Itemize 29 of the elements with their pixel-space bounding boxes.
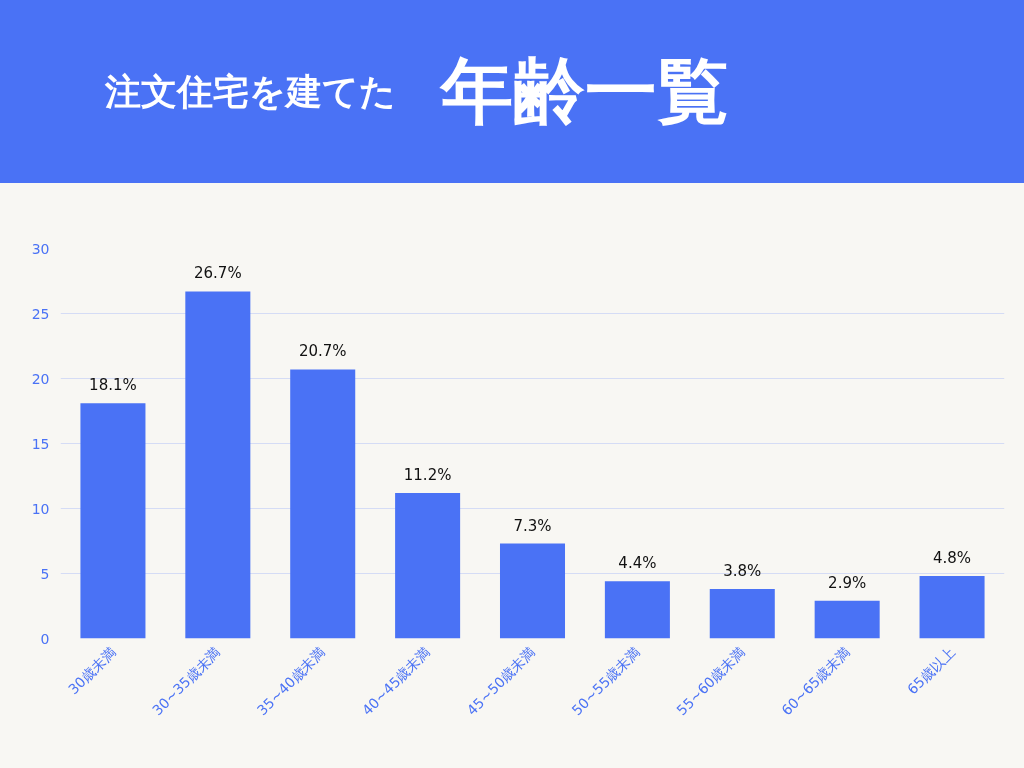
y-tick-label: 20 <box>31 370 50 387</box>
data-label: 3.8% <box>723 562 762 581</box>
x-tick-label: 65歳以上 <box>904 643 958 698</box>
bar <box>919 576 985 639</box>
y-tick-label: 25 <box>31 305 50 322</box>
data-label: 2.9% <box>828 573 867 592</box>
bar <box>814 600 880 639</box>
data-label: 20.7% <box>298 342 347 361</box>
bar <box>499 543 566 639</box>
data-label: 26.7% <box>194 264 242 283</box>
bar <box>395 492 461 639</box>
data-label: 18.1% <box>89 376 137 395</box>
data-label: 4.4% <box>618 554 657 573</box>
bar <box>290 369 356 639</box>
data-label: 4.8% <box>933 549 972 568</box>
y-tick-label: 15 <box>31 435 50 452</box>
bar <box>185 291 251 639</box>
subtitle: 年齢一覧 <box>441 48 729 136</box>
y-tick-label: 5 <box>40 565 50 582</box>
y-tick-label: 10 <box>31 500 50 517</box>
data-label: 11.2% <box>403 465 452 484</box>
bar <box>604 581 670 639</box>
bar <box>709 589 775 639</box>
bar <box>80 403 146 639</box>
x-tick-label: 30歳未満 <box>64 643 119 698</box>
data-label: 7.3% <box>513 516 552 535</box>
title: 注文住宅を建てた <box>105 69 396 114</box>
y-tick-label: 30 <box>31 240 50 257</box>
y-tick-label: 0 <box>40 630 50 647</box>
